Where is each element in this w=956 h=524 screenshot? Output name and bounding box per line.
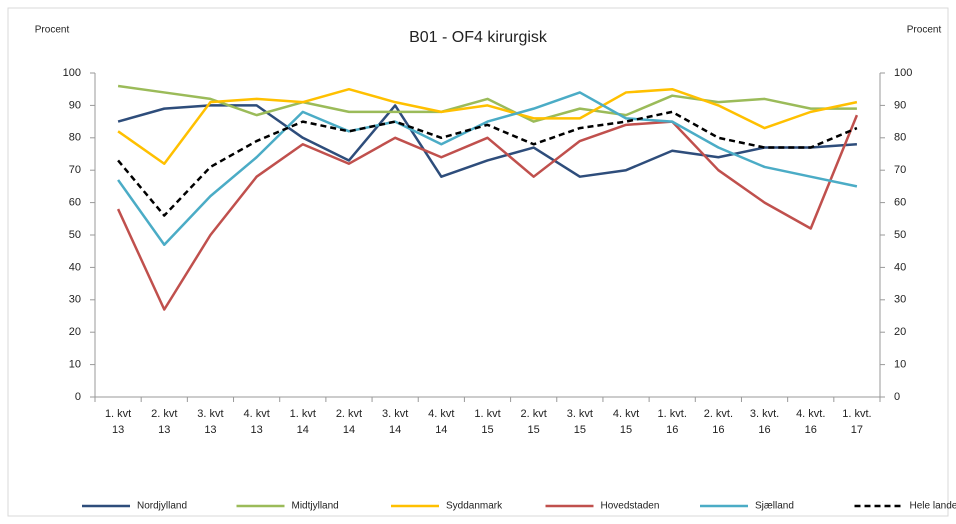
x-tick-label: 1. kvt 15 bbox=[474, 408, 500, 436]
x-tick-label-line: 2. kvt bbox=[336, 408, 362, 420]
y2-tick-label: 0 bbox=[894, 391, 900, 403]
y2-tick-label: 70 bbox=[894, 164, 906, 176]
x-tick-label: 3. kvt 15 bbox=[567, 408, 593, 436]
x-tick-label: 3. kvt. 16 bbox=[750, 408, 779, 436]
x-tick-label: 3. kvt 14 bbox=[382, 408, 408, 436]
x-tick-label-line: 4. kvt bbox=[613, 408, 639, 420]
x-tick-label-line: 4. kvt bbox=[243, 408, 269, 420]
x-tick-label-line: 1. kvt bbox=[105, 408, 131, 420]
x-tick-label-line: 14 bbox=[435, 424, 447, 436]
x-tick-label: 1. kvt. 17 bbox=[842, 408, 871, 436]
y2-tick-label: 10 bbox=[894, 359, 906, 371]
y2-tick-label: 90 bbox=[894, 99, 906, 111]
x-tick-label: 1. kvt 14 bbox=[290, 408, 316, 436]
y2-tick-label: 80 bbox=[894, 132, 906, 144]
y2-tick-label: 20 bbox=[894, 326, 906, 338]
y2-tick-label: 30 bbox=[894, 294, 906, 306]
legend-label: Hovedstaden bbox=[601, 501, 660, 512]
x-tick-label: 3. kvt 13 bbox=[197, 408, 223, 436]
x-tick-label-line: 15 bbox=[574, 424, 586, 436]
y-tick-label: 30 bbox=[69, 294, 81, 306]
x-tick-label-line: 2. kvt. bbox=[704, 408, 733, 420]
x-tick-label-line: 2. kvt bbox=[521, 408, 547, 420]
x-tick-label-line: 13 bbox=[158, 424, 170, 436]
x-tick-label-line: 13 bbox=[250, 424, 262, 436]
legend-label: Syddanmark bbox=[446, 501, 503, 512]
y-tick-label: 20 bbox=[69, 326, 81, 338]
y-tick-label: 80 bbox=[69, 132, 81, 144]
x-tick-label: 4. kvt 15 bbox=[613, 408, 639, 436]
chart-title: B01 - OF4 kirurgisk bbox=[409, 29, 548, 46]
x-tick-label-line: 2. kvt bbox=[151, 408, 177, 420]
legend-label: Midtjylland bbox=[292, 501, 339, 512]
series-line bbox=[117, 87, 858, 165]
x-tick-label: 2. kvt 15 bbox=[521, 408, 547, 436]
y-tick-label: 60 bbox=[69, 197, 81, 209]
x-tick-label-line: 17 bbox=[851, 424, 863, 436]
x-tick-label-line: 16 bbox=[712, 424, 724, 436]
y2-tick-label: 60 bbox=[894, 197, 906, 209]
legend-label: Hele landet bbox=[910, 501, 956, 512]
y-tick-label: 10 bbox=[69, 359, 81, 371]
x-tick-label: 2. kvt 13 bbox=[151, 408, 177, 436]
legend-label: Nordjylland bbox=[137, 501, 187, 512]
x-tick-label: 2. kvt 14 bbox=[336, 408, 362, 436]
x-tick-label-line: 16 bbox=[805, 424, 817, 436]
y2-tick-label: 40 bbox=[894, 261, 906, 273]
x-tick-label-line: 4. kvt bbox=[428, 408, 454, 420]
x-tick-label-line: 1. kvt bbox=[474, 408, 500, 420]
x-tick-label: 1. kvt. 16 bbox=[658, 408, 687, 436]
x-tick-label: 4. kvt 13 bbox=[243, 408, 269, 436]
x-tick-label: 4. kvt. 16 bbox=[796, 408, 825, 436]
x-tick-label-line: 3. kvt bbox=[382, 408, 408, 420]
x-tick-label-line: 1. kvt. bbox=[842, 408, 871, 420]
x-tick-label-line: 3. kvt bbox=[197, 408, 223, 420]
x-tick-label: 1. kvt 13 bbox=[105, 408, 131, 436]
y-tick-label: 0 bbox=[75, 391, 81, 403]
y2-axis-label: Procent bbox=[907, 25, 942, 36]
x-tick-label-line: 1. kvt. bbox=[658, 408, 687, 420]
series-line bbox=[117, 84, 857, 123]
series-line bbox=[117, 91, 858, 246]
y-tick-label: 100 bbox=[63, 67, 81, 79]
y-tick-label: 40 bbox=[69, 261, 81, 273]
x-tick-label: 4. kvt 14 bbox=[428, 408, 454, 436]
series-line bbox=[117, 110, 858, 217]
y2-tick-label: 50 bbox=[894, 229, 906, 241]
x-tick-label-line: 15 bbox=[481, 424, 493, 436]
x-tick-label-line: 1. kvt bbox=[290, 408, 316, 420]
x-tick-label-line: 15 bbox=[528, 424, 540, 436]
x-tick-label-line: 15 bbox=[620, 424, 632, 436]
y-axis-label: Procent bbox=[35, 25, 70, 36]
legend-label: Sjælland bbox=[755, 501, 794, 512]
x-tick-label-line: 3. kvt. bbox=[750, 408, 779, 420]
x-tick-label-line: 4. kvt. bbox=[796, 408, 825, 420]
x-tick-label-line: 16 bbox=[758, 424, 770, 436]
y2-tick-label: 100 bbox=[894, 67, 912, 79]
x-tick-label-line: 3. kvt bbox=[567, 408, 593, 420]
x-tick-label: 2. kvt. 16 bbox=[704, 408, 733, 436]
series-line bbox=[116, 114, 859, 311]
y-tick-label: 50 bbox=[69, 229, 81, 241]
x-tick-label-line: 13 bbox=[204, 424, 216, 436]
x-tick-label-line: 14 bbox=[389, 424, 401, 436]
x-tick-label-line: 14 bbox=[297, 424, 309, 436]
x-tick-label-line: 13 bbox=[112, 424, 124, 436]
x-tick-label-line: 16 bbox=[666, 424, 678, 436]
y-tick-label: 90 bbox=[69, 99, 81, 111]
x-tick-label-line: 14 bbox=[343, 424, 355, 436]
chart-frame bbox=[7, 7, 949, 517]
y-tick-label: 70 bbox=[69, 164, 81, 176]
